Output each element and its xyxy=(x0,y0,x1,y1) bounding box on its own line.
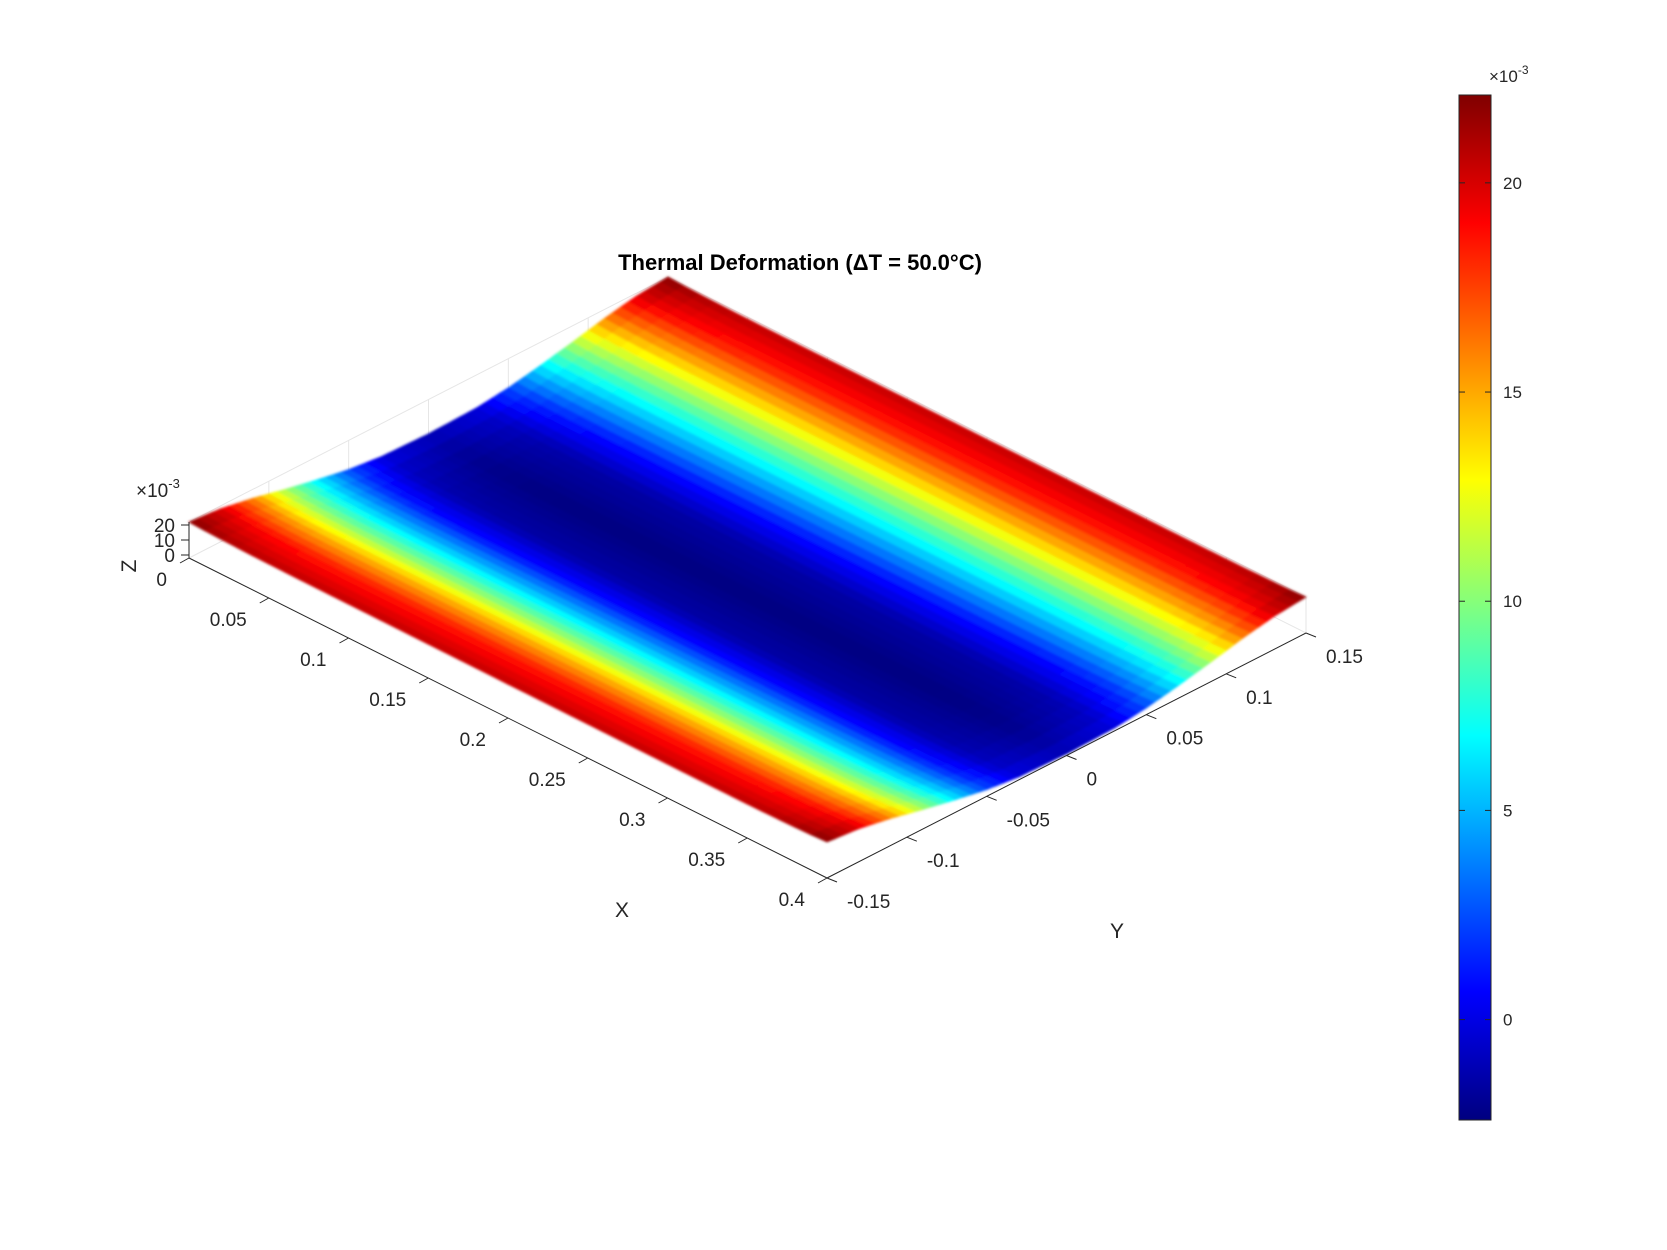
y-tick-label: 0.15 xyxy=(1326,647,1363,668)
colorbar-tick-label: 15 xyxy=(1503,383,1522,402)
x-tick-label: 0.25 xyxy=(529,770,566,791)
y-tick-mark xyxy=(906,836,918,842)
x-tick-mark xyxy=(658,797,668,804)
y-tick-mark xyxy=(1146,714,1157,720)
x-tick-label: 0.1 xyxy=(300,650,326,671)
colorbar-tick-label: 20 xyxy=(1503,174,1522,193)
x-tick-mark xyxy=(419,677,429,684)
x-tick-label: 0 xyxy=(156,570,167,591)
y-tick-label: 0 xyxy=(1087,770,1098,791)
y-tick-mark xyxy=(1225,673,1237,679)
x-axis-label: X xyxy=(615,899,629,922)
z-exponent: ×10-3 xyxy=(136,476,180,502)
x-tick-mark xyxy=(179,557,190,564)
z-tick-label: 20 xyxy=(154,516,175,537)
colorbar-ticks: 0 5 10 15 20 xyxy=(1459,174,1522,1030)
x-tick-label: 0.05 xyxy=(210,610,247,631)
x-tick-mark xyxy=(339,637,349,644)
x-axis-ticks: 0 0.05 0.1 0.15 0.2 0.25 0.3 0.35 0.4 xyxy=(156,557,828,911)
x-tick-label: 0.4 xyxy=(779,890,806,911)
chart-title: Thermal Deformation (ΔT = 50.0°C) xyxy=(618,250,982,275)
x-tick-mark xyxy=(578,757,588,764)
x-tick-mark xyxy=(498,717,509,724)
y-tick-mark xyxy=(1305,632,1317,638)
x-tick-label: 0.15 xyxy=(369,690,406,711)
x-tick-mark xyxy=(259,597,269,604)
x-tick-label: 0.2 xyxy=(460,730,486,751)
colorbar-strip xyxy=(1458,94,1492,1121)
y-tick-label: -0.05 xyxy=(1007,810,1050,831)
z-axis-label: Z xyxy=(118,559,141,572)
colorbar-tick-label: 0 xyxy=(1503,1011,1512,1030)
colorbar-exponent-base: ×10 xyxy=(1489,67,1518,86)
x-tick-label: 0.3 xyxy=(619,810,645,831)
y-axis-label: Y xyxy=(1110,920,1124,943)
colorbar-tick-label: 5 xyxy=(1503,801,1512,820)
colorbar-tick-label: 10 xyxy=(1503,592,1522,611)
y-tick-label: -0.15 xyxy=(847,892,890,913)
y-tick-label: 0.1 xyxy=(1246,688,1272,709)
colorbar-exponent-power: -3 xyxy=(1518,63,1529,77)
z-tick-label: 10 xyxy=(154,531,175,552)
y-axis-ticks: -0.15 -0.1 -0.05 0 0.05 0.1 0.15 xyxy=(826,632,1363,913)
deformation-surface xyxy=(188,276,1307,843)
surface-patch xyxy=(810,830,837,843)
y-tick-label: 0.05 xyxy=(1166,729,1203,750)
y-tick-mark xyxy=(986,795,997,801)
z-exponent-base: ×10 xyxy=(136,481,168,502)
z-exponent-power: -3 xyxy=(168,476,180,491)
x-tick-mark xyxy=(738,837,748,844)
y-tick-mark xyxy=(826,877,838,883)
z-tick-label: 0 xyxy=(164,546,175,567)
y-tick-label: -0.1 xyxy=(927,851,960,872)
colorbar-exponent: ×10-3 xyxy=(1489,63,1529,86)
colorbar: 0 5 10 15 20 ×10-3 xyxy=(1458,63,1529,1121)
x-tick-label: 0.35 xyxy=(688,850,725,871)
y-tick-mark xyxy=(1066,755,1077,760)
x-tick-mark xyxy=(817,877,828,884)
